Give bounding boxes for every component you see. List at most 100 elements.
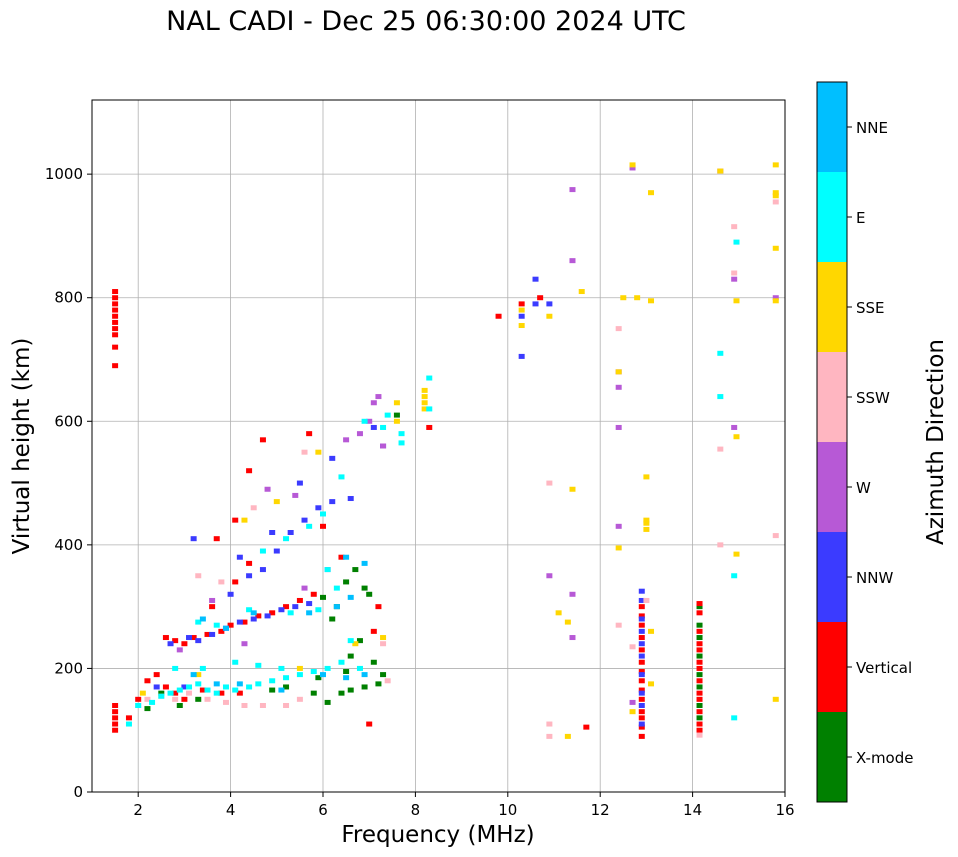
data-point-sse: [393, 418, 400, 424]
data-point-nnw: [209, 631, 216, 637]
colorbar-segment-sse: [817, 262, 847, 352]
data-point-w: [546, 573, 553, 579]
data-point-vertical: [696, 678, 703, 684]
data-point-sse: [195, 672, 202, 678]
data-point-nnw: [638, 588, 645, 594]
colorbar-tick-label: SSE: [856, 299, 885, 317]
x-tick-label: 8: [411, 801, 421, 819]
data-point-nne: [222, 625, 229, 631]
data-point-w: [264, 486, 271, 492]
data-point-ssw: [546, 721, 553, 727]
y-tick-label: 200: [54, 659, 83, 677]
colorbar-segment-nne: [817, 82, 847, 172]
data-point-vertical: [112, 715, 119, 721]
data-point-sse: [615, 545, 622, 551]
data-point-w: [301, 585, 308, 591]
data-point-e: [338, 659, 345, 665]
colorbar: X-mode Vertical NNW W SSW SSE E NNE: [816, 81, 913, 803]
data-point-w: [209, 597, 216, 603]
data-point-vertical: [638, 635, 645, 641]
data-point-sse: [518, 323, 525, 329]
data-point-w: [292, 492, 299, 498]
data-point-sse: [717, 168, 724, 174]
x-tick-label: 16: [775, 801, 794, 819]
data-point-sse: [555, 610, 562, 616]
data-point-ssw: [259, 703, 266, 708]
y-tick-label: 400: [54, 536, 83, 554]
data-point-e: [232, 687, 239, 693]
data-point-ssw: [144, 696, 151, 702]
data-point-w: [629, 699, 636, 705]
data-point-e: [195, 619, 202, 625]
x-tick-label: 6: [318, 801, 328, 819]
data-point-x-mode: [696, 684, 703, 690]
data-point-nne: [236, 681, 243, 687]
data-point-e: [398, 431, 405, 437]
data-point-w: [772, 295, 779, 301]
data-point-x-mode: [380, 672, 387, 678]
data-point-vertical: [283, 604, 290, 610]
data-point-sse: [315, 449, 322, 455]
data-point-e: [255, 662, 262, 668]
data-point-e: [347, 638, 354, 644]
data-point-nnw: [195, 638, 202, 644]
data-point-vertical: [112, 307, 119, 313]
data-point-vertical: [638, 669, 645, 675]
data-point-nnw: [153, 684, 160, 690]
data-point-e: [324, 567, 331, 573]
colorbar-frame: [816, 81, 848, 803]
data-point-vertical: [370, 628, 377, 634]
data-point-vertical: [366, 721, 373, 727]
data-point-nnw: [638, 641, 645, 647]
data-point-e: [310, 669, 317, 675]
data-point-nnw: [269, 530, 276, 535]
data-point-e: [731, 573, 738, 579]
x-axis: 2 4 6 8 10 12 14 16: [133, 792, 795, 819]
data-point-e: [222, 684, 229, 690]
colorbar-segment-ssw: [817, 352, 847, 442]
data-point-e: [398, 440, 405, 446]
data-point-e: [320, 511, 326, 517]
data-point-sse: [296, 665, 303, 671]
data-point-vertical: [638, 709, 645, 715]
data-point-sse: [772, 245, 779, 251]
data-point-w: [375, 394, 382, 400]
data-point-nnw: [190, 536, 197, 542]
y-axis: 0 200 400 600 800 1000: [45, 165, 92, 801]
data-point-nne: [190, 672, 197, 678]
data-point-vertical: [181, 641, 188, 647]
data-point-sse: [139, 690, 146, 696]
data-point-ssw: [241, 703, 248, 708]
data-point-sse: [518, 307, 525, 313]
data-point-x-mode: [283, 684, 290, 690]
colorbar-tick-label: E: [856, 209, 865, 227]
data-point-e: [158, 693, 165, 699]
data-point-nne: [320, 672, 326, 678]
data-point-vertical: [209, 604, 216, 610]
data-point-nnw: [246, 573, 253, 579]
data-point-nnw: [546, 301, 553, 307]
chart-title: NAL CADI - Dec 25 06:30:00 2024 UTC: [166, 6, 686, 37]
data-point-e: [380, 424, 387, 430]
x-tick-label: 12: [591, 801, 610, 819]
data-point-x-mode: [324, 699, 331, 705]
data-point-e: [195, 681, 202, 687]
data-point-vertical: [112, 709, 119, 715]
data-point-vertical: [190, 635, 197, 641]
data-point-w: [380, 443, 387, 449]
colorbar-tick-label: Vertical: [856, 659, 912, 677]
data-point-e: [356, 665, 363, 671]
data-point-e: [255, 681, 262, 687]
data-point-e: [199, 665, 206, 671]
data-point-e: [283, 675, 290, 681]
data-point-vertical: [269, 610, 276, 616]
data-point-vertical: [112, 319, 119, 325]
data-point-nnw: [296, 480, 303, 486]
data-point-e: [315, 607, 322, 613]
data-point-sse: [564, 619, 571, 625]
data-point-x-mode: [361, 684, 368, 690]
data-point-x-mode: [696, 703, 703, 708]
data-point-vertical: [696, 696, 703, 702]
data-point-sse: [393, 400, 400, 406]
data-point-vertical: [199, 687, 206, 693]
